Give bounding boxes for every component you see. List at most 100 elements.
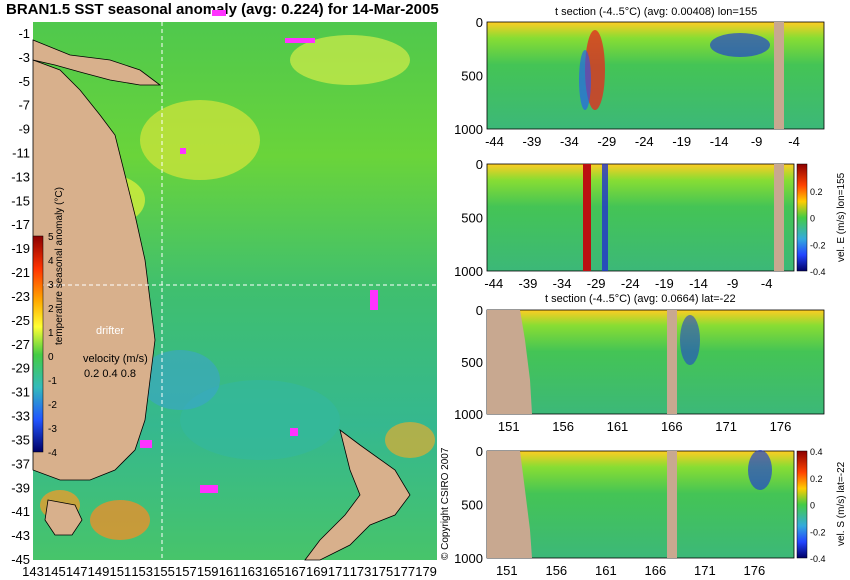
section-field — [486, 21, 825, 130]
section-panel-t-lat[interactable] — [486, 309, 825, 415]
section-x-tick-label: 161 — [595, 563, 617, 578]
map-land-new-zealand — [304, 429, 411, 561]
section-panel-vel-s[interactable] — [486, 450, 795, 559]
sst-colorbar-ticks: 5 4 3 2 1 0 -1 -2 -3 -4 — [48, 232, 57, 459]
section-x-tick-label: -14 — [689, 276, 708, 291]
map-y-tick-label: -43 — [11, 528, 30, 543]
map-x-tick-label: 149 — [88, 564, 110, 579]
sst-colorbar-tick: -1 — [48, 376, 57, 387]
map-x-tick-label: 147 — [66, 564, 88, 579]
map-x-tick-label: 175 — [372, 564, 394, 579]
map-y-tick-label: -7 — [18, 98, 30, 113]
map-y-tick-label: -19 — [11, 241, 30, 256]
map-y-tick-label: -29 — [11, 361, 30, 376]
vel-colorbar-tick: 0 — [810, 501, 815, 511]
sst-colorbar-tick: 3 — [48, 280, 54, 291]
drifter-marker — [285, 38, 315, 43]
section-x-tick-label: -44 — [484, 276, 503, 291]
section-x-tick-label: -9 — [751, 134, 763, 149]
section-y-tick-label: 500 — [461, 355, 483, 370]
section-x-tick-label: -39 — [519, 276, 538, 291]
drifter-marker — [140, 440, 152, 448]
section-x-tick-label: -19 — [655, 276, 674, 291]
map-y-tick-label: -41 — [11, 504, 30, 519]
section-panel-t-lon[interactable] — [486, 21, 825, 130]
section-x-tick-label: 151 — [496, 563, 518, 578]
map-y-ticks: -1 -3 -5 -7 -9 -11 -13 -15 -17 -19 -21 -23 -25 -27 -29… — [11, 26, 30, 567]
section-x-tick-label: -19 — [672, 134, 691, 149]
copyright-text: © Copyright CSIRO 2007 — [440, 447, 451, 560]
section-x-tick-label: -4 — [788, 134, 800, 149]
section-y-tick-label: 500 — [461, 69, 483, 84]
sst-map[interactable] — [32, 10, 437, 561]
section-y-tick-label: 1000 — [454, 551, 483, 566]
sst-colorbar-tick: 1 — [48, 328, 54, 339]
map-x-tick-label: 151 — [109, 564, 131, 579]
map-x-tick-label: 155 — [153, 564, 175, 579]
section-land-gap — [774, 164, 784, 271]
section-x-tick-label: 151 — [498, 419, 520, 434]
map-y-tick-label: -21 — [11, 265, 30, 280]
section-x-tick-label: -4 — [761, 276, 773, 291]
map-y-tick-label: -9 — [18, 122, 30, 137]
section-x-tick-label: 171 — [694, 563, 716, 578]
section-anomaly — [583, 164, 591, 271]
section-x-tick-label: 156 — [552, 419, 574, 434]
section-y-tick-label: 0 — [476, 157, 483, 172]
section-panel-vel-e[interactable] — [486, 163, 795, 272]
section-anomaly — [710, 33, 770, 57]
map-y-tick-label: -3 — [18, 50, 30, 65]
map-x-tick-label: 145 — [44, 564, 66, 579]
page-title: BRAN1.5 SST seasonal anomaly (avg: 0.224… — [6, 1, 439, 18]
sst-colorbar-tick: -3 — [48, 424, 57, 435]
drifter-legend-label: drifter — [96, 325, 125, 337]
map-x-tick-label: 165 — [262, 564, 284, 579]
map-warm-patch — [290, 35, 410, 85]
vel-colorbar-tick: -0.2 — [810, 240, 826, 250]
drifter-marker — [370, 290, 378, 310]
section-x-tick-label: -14 — [710, 134, 729, 149]
map-land-australia — [32, 59, 156, 481]
sst-colorbar-tick: -2 — [48, 400, 57, 411]
map-y-tick-label: -11 — [12, 146, 30, 161]
map-x-tick-label: 159 — [197, 564, 219, 579]
section-x-tick-label: -9 — [727, 276, 739, 291]
section-x-tick-label: -34 — [553, 276, 572, 291]
section-y-tick-label: 0 — [476, 15, 483, 30]
map-y-tick-label: -39 — [11, 480, 30, 495]
section-anomaly — [602, 164, 608, 271]
vel-s-colorbar — [796, 450, 808, 559]
section-y-tick-label: 0 — [476, 303, 483, 318]
map-x-tick-label: 161 — [219, 564, 241, 579]
section-y-tick-label: 500 — [461, 498, 483, 513]
section-land-wall — [487, 310, 532, 414]
section-field — [486, 309, 825, 415]
section-x-tick-label: -34 — [560, 134, 579, 149]
section-y-tick-label: 1000 — [454, 407, 483, 422]
map-x-tick-label: 177 — [393, 564, 415, 579]
map-y-tick-label: -5 — [18, 74, 30, 89]
sst-colorbar — [32, 235, 44, 453]
map-warm-patch — [140, 100, 260, 180]
section-x-tick-label: 161 — [607, 419, 629, 434]
section-land-gap — [774, 22, 784, 129]
drifter-marker — [180, 148, 186, 154]
map-land-new-guinea — [32, 39, 162, 86]
vel-colorbar-tick: 0.2 — [810, 474, 823, 484]
vel-e-colorbar — [796, 163, 808, 272]
velocity-legend-label: velocity (m/s) — [83, 353, 148, 365]
map-y-tick-label: -37 — [11, 456, 30, 471]
map-y-tick-label: -13 — [11, 169, 30, 184]
section-field — [486, 450, 795, 559]
section-y-tick-label: 1000 — [454, 264, 483, 279]
section-field — [486, 163, 795, 272]
section-anomaly — [579, 50, 591, 110]
vel-e-colorbar-label: vel. E (m/s) lon=155 — [836, 172, 847, 262]
map-x-tick-label: 163 — [241, 564, 263, 579]
map-x-tick-label: 143 — [22, 564, 44, 579]
vel-s-colorbar-label: vel. S (m/s) lat=-22 — [836, 461, 847, 546]
map-y-tick-label: -35 — [11, 432, 30, 447]
sst-colorbar-label: temperature seasonal anomaly (°C) — [54, 187, 65, 345]
